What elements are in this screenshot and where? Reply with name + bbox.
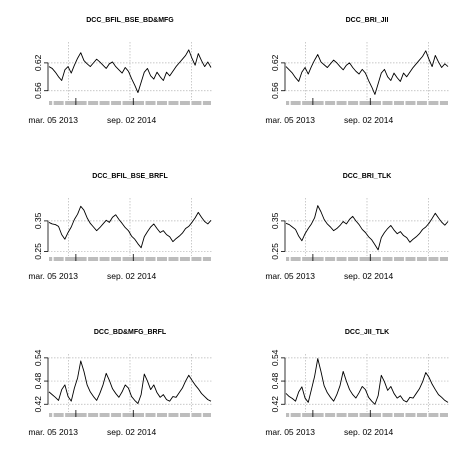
panel-title: DCC_BRI_TLK [343,173,392,180]
x-tick-label: mar. 05 2013 [265,427,315,437]
series-line [48,49,212,94]
y-tick-label: 0.62 [33,54,43,71]
y-tick-label: 0.54 [33,349,43,366]
x-axis-ribbon [286,101,448,105]
series-line [48,205,212,249]
x-tick-label: mar. 05 2013 [28,115,78,125]
panel-title: DCC_BFIL_BSE_BRFL [92,173,168,180]
x-axis-ribbon [286,257,448,261]
chart-panel: DCC_BFIL_BSE_BD&MFG 0.56 0.62 mar. 05 2013 s… [28,17,212,125]
y-tick-label: 0.48 [33,373,43,390]
x-axis-ribbon [286,413,448,417]
y-tick-label: 0.56 [270,82,280,99]
series-line [285,205,449,251]
y-tick-label: 0.62 [270,54,280,71]
x-tick-label: mar. 05 2013 [28,427,78,437]
y-tick-label: 0.54 [270,349,280,366]
x-tick-label: mar. 05 2013 [28,271,78,281]
x-tick-label: sep. 02 2014 [344,271,393,281]
chart-panel: DCC_BD&MFG_BRFL 0.42 0.48 0.54 mar. 05 2013 s… [28,329,212,437]
panel-title: DCC_BD&MFG_BRFL [94,329,167,336]
x-tick-label: sep. 02 2014 [107,115,156,125]
y-tick-label: 0.25 [33,243,43,260]
y-tick-label: 0.25 [270,243,280,260]
x-tick-label: mar. 05 2013 [265,271,315,281]
x-tick-label: sep. 02 2014 [344,115,393,125]
x-tick-label: sep. 02 2014 [344,427,393,437]
x-tick-label: mar. 05 2013 [265,115,315,125]
panel-title: DCC_JII_TLK [345,329,389,336]
y-tick-label: 0.56 [33,82,43,99]
y-tick-label: 0.42 [33,396,43,413]
x-axis-ribbon [49,413,211,417]
panel-title: DCC_BFIL_BSE_BD&MFG [86,17,174,24]
series-line [285,50,449,95]
series-line [48,360,212,404]
panel-title: DCC_BRI_JII [346,17,389,24]
x-axis-ribbon [49,257,211,261]
x-axis-ribbon [49,101,211,105]
y-tick-label: 0.48 [270,373,280,390]
series-line [285,358,449,405]
chart-panel: DCC_BRI_TLK 0.25 0.35 mar. 05 2013 sep. 02 2… [265,173,449,281]
y-tick-label: 0.35 [33,212,43,229]
y-tick-label: 0.35 [270,212,280,229]
x-tick-label: sep. 02 2014 [107,427,156,437]
y-tick-label: 0.42 [270,396,280,413]
chart-panel: DCC_BRI_JII 0.56 0.62 mar. 05 2013 sep. 02 2… [265,17,449,125]
x-tick-label: sep. 02 2014 [107,271,156,281]
chart-panel: DCC_JII_TLK 0.42 0.48 0.54 mar. 05 2013 sep. … [265,329,449,437]
chart-panel: DCC_BFIL_BSE_BRFL 0.25 0.35 mar. 05 2013 sep… [28,173,212,281]
